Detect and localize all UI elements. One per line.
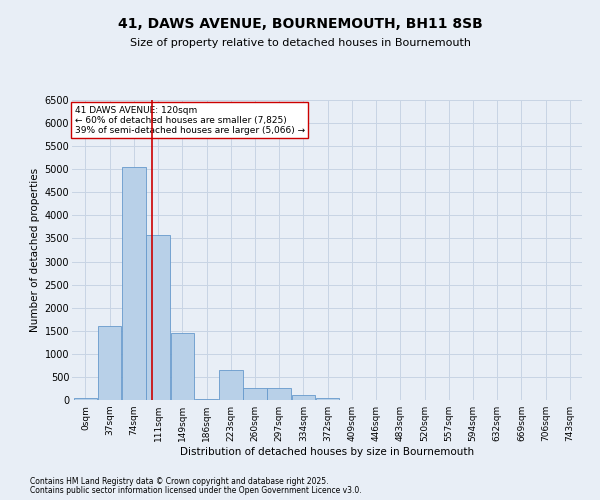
X-axis label: Distribution of detached houses by size in Bournemouth: Distribution of detached houses by size … (180, 447, 474, 457)
Text: 41, DAWS AVENUE, BOURNEMOUTH, BH11 8SB: 41, DAWS AVENUE, BOURNEMOUTH, BH11 8SB (118, 18, 482, 32)
Text: Contains public sector information licensed under the Open Government Licence v3: Contains public sector information licen… (30, 486, 362, 495)
Text: Contains HM Land Registry data © Crown copyright and database right 2025.: Contains HM Land Registry data © Crown c… (30, 477, 329, 486)
Y-axis label: Number of detached properties: Number of detached properties (31, 168, 40, 332)
Bar (316, 398, 340, 400)
Bar (98, 326, 121, 400)
Bar (243, 388, 267, 400)
Bar (292, 396, 315, 400)
Bar (268, 388, 291, 400)
Bar (146, 235, 170, 400)
Text: Size of property relative to detached houses in Bournemouth: Size of property relative to detached ho… (130, 38, 470, 48)
Bar (219, 370, 242, 400)
Text: 41 DAWS AVENUE: 120sqm
← 60% of detached houses are smaller (7,825)
39% of semi-: 41 DAWS AVENUE: 120sqm ← 60% of detached… (74, 106, 305, 136)
Bar (195, 398, 218, 400)
Bar (74, 398, 97, 400)
Bar (170, 333, 194, 400)
Bar (122, 167, 146, 400)
